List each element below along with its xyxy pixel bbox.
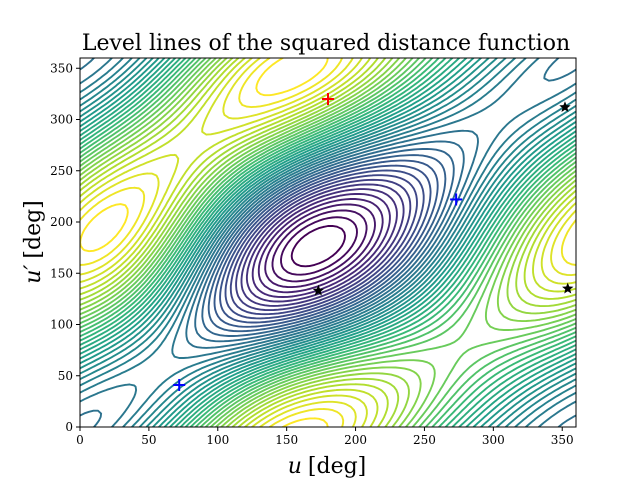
- x-tick-label: 350: [551, 433, 574, 447]
- contour-level: [80, 58, 576, 427]
- contour-level: [80, 58, 576, 427]
- x-tick-label: 200: [344, 433, 367, 447]
- contour-level: [240, 183, 405, 307]
- y-axis-label-unit: [deg]: [21, 200, 46, 258]
- contour-level: [80, 58, 576, 427]
- y-tick-label: 200: [50, 215, 73, 229]
- star-marker: [562, 282, 574, 294]
- contour-level: [224, 169, 425, 320]
- contour-level: [229, 174, 418, 316]
- contour-level: [80, 58, 576, 427]
- contour-level: [80, 58, 576, 427]
- y-tick-label: 150: [50, 266, 73, 280]
- plus-marker: [450, 193, 463, 206]
- contour-level: [257, 198, 384, 294]
- x-tick-label: 100: [206, 433, 229, 447]
- contour-level: [80, 58, 576, 427]
- chart-title: Level lines of the squared distance func…: [82, 31, 570, 56]
- x-axis-label-var: u: [288, 454, 302, 479]
- contour-level: [80, 58, 576, 427]
- x-axis-label-unit: [deg]: [308, 454, 366, 479]
- contour-level: [80, 58, 576, 427]
- x-tick-label: 300: [482, 433, 505, 447]
- star-marker: [559, 101, 571, 113]
- x-tick-label: 250: [413, 433, 436, 447]
- contour-level: [80, 58, 576, 427]
- contour-level: [213, 159, 439, 328]
- x-tick-label: 0: [76, 433, 84, 447]
- plot-frame: [79, 57, 577, 428]
- contour-level: [80, 58, 576, 427]
- contour-level: [219, 164, 432, 324]
- contour-level: [80, 58, 576, 427]
- x-axis-ticks: 0 50 100 150 200 250 300 350: [76, 427, 574, 447]
- y-tick-label: 50: [58, 369, 73, 383]
- contour-level: [207, 154, 447, 333]
- contour-level: [80, 58, 576, 427]
- y-tick-label: 350: [50, 61, 73, 75]
- contour-level: [80, 58, 576, 427]
- markers: [173, 93, 574, 391]
- contour-level: [80, 58, 576, 427]
- contour-lines: [80, 58, 576, 427]
- y-axis-label: u′ [deg]: [21, 200, 46, 284]
- y-tick-label: 300: [50, 113, 73, 127]
- y-tick-label: 250: [50, 164, 73, 178]
- contour-level: [80, 58, 576, 427]
- contour-level: [80, 58, 576, 427]
- contour-level: [80, 58, 576, 427]
- contour-level: [194, 140, 465, 343]
- contour-level: [80, 58, 576, 427]
- contour-level: [251, 193, 391, 298]
- contour-level: [80, 58, 576, 427]
- contour-level: [271, 209, 368, 283]
- contour-level: [201, 147, 455, 337]
- y-axis-ticks: 0 50 100 150 200 250 300 350: [50, 61, 80, 434]
- x-tick-label: 50: [141, 433, 156, 447]
- contour-level: [280, 216, 358, 276]
- contour-level: [290, 224, 346, 268]
- plus-marker: [322, 93, 334, 105]
- contour-level: [264, 203, 376, 289]
- x-axis-label: u [deg]: [288, 454, 367, 479]
- contour-level: [80, 58, 576, 427]
- y-tick-label: 100: [50, 318, 73, 332]
- contour-level: [80, 58, 576, 427]
- y-axis-label-var: u′: [21, 265, 46, 284]
- x-tick-label: 150: [275, 433, 298, 447]
- contour-level: [235, 178, 412, 312]
- y-tick-label: 0: [65, 420, 73, 434]
- star-marker: [312, 284, 325, 296]
- plus-marker: [173, 378, 186, 391]
- contour-level: [245, 188, 398, 303]
- contour-level: [80, 58, 576, 427]
- contour-level: [80, 58, 576, 427]
